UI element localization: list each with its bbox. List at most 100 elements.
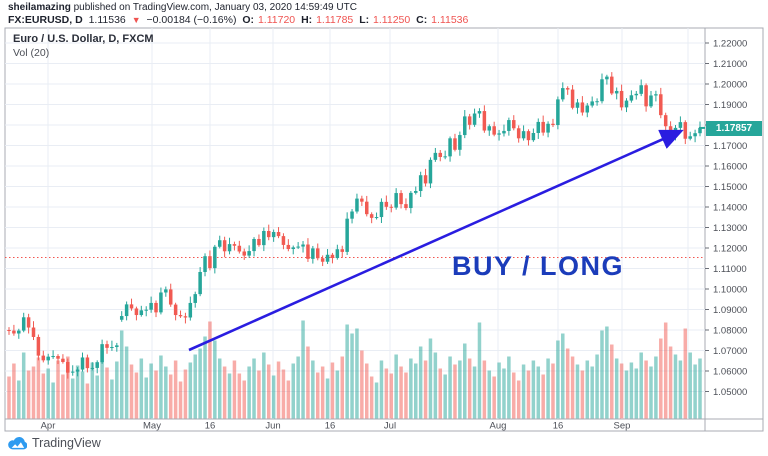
volume-bar	[164, 366, 168, 419]
volume-bar	[556, 340, 560, 419]
volume-bar	[595, 354, 599, 419]
volume-bar	[213, 340, 217, 419]
price-tick-label: 1.14000	[713, 203, 747, 214]
candle-body	[384, 201, 389, 207]
volume-bar	[262, 352, 266, 419]
volume-bar	[565, 348, 570, 419]
candle-body	[521, 131, 526, 139]
volume-bar	[600, 330, 604, 419]
candle-body	[203, 256, 207, 272]
candle-body	[286, 244, 291, 250]
close-label: C:	[416, 14, 428, 26]
volume-bar	[561, 333, 565, 419]
candle-body	[252, 238, 256, 252]
volume-bar	[193, 354, 197, 419]
tradingview-logo-link[interactable]: TradingView	[8, 436, 101, 450]
candle-body	[66, 361, 70, 373]
plot-area[interactable]	[4, 27, 706, 420]
volume-bar	[619, 363, 624, 419]
volume-bar	[66, 356, 70, 419]
volume-bar	[409, 358, 413, 419]
volume-bar	[168, 374, 173, 419]
candle-body	[644, 85, 648, 107]
volume-bar	[551, 363, 555, 419]
candle-body	[585, 105, 590, 113]
candle-body	[56, 356, 60, 359]
volume-bar	[242, 380, 246, 419]
candle-body	[217, 240, 222, 247]
volume-bar	[629, 362, 634, 419]
volume-bar	[56, 360, 60, 419]
open-value: 1.11720	[257, 14, 296, 26]
volume-bar	[443, 374, 447, 419]
candle-body	[404, 204, 408, 209]
volume-bar	[683, 328, 688, 419]
volume-bar	[159, 355, 163, 419]
low-label: L:	[359, 14, 370, 26]
price-tick-label: 1.13000	[713, 223, 747, 234]
high-label: H:	[301, 14, 313, 26]
price-axis[interactable]	[704, 27, 764, 420]
publish-info: sheilamazing published on TradingView.co…	[8, 2, 748, 14]
candle-body	[257, 238, 261, 246]
candle-body	[355, 198, 359, 212]
volume-bar	[448, 356, 452, 419]
price-tick-label: 1.16000	[713, 162, 747, 173]
candle-body	[423, 175, 428, 184]
price-tick-label: 1.21000	[713, 59, 747, 70]
candle-body	[208, 256, 212, 269]
volume-bar	[374, 382, 379, 419]
candle-body	[311, 248, 315, 259]
volume-bar	[335, 370, 340, 419]
volume-bar	[614, 358, 619, 419]
volume-bar	[418, 346, 423, 419]
volume-bar	[70, 378, 75, 419]
volume-bar	[12, 363, 16, 419]
volume-bar	[257, 370, 261, 419]
volume-bar	[46, 368, 50, 419]
candle-body	[232, 244, 237, 246]
volume-bar	[21, 352, 26, 419]
volume-bar	[399, 366, 403, 419]
volume-bar	[649, 366, 653, 419]
volume-bar	[423, 360, 428, 419]
candle-body	[418, 175, 423, 192]
price-tick-label: 1.17000	[713, 141, 747, 152]
buy-long-annotation[interactable]: BUY / LONG	[452, 251, 625, 281]
candle-body	[605, 76, 609, 80]
candle-body	[7, 330, 11, 331]
volume-bar	[325, 378, 330, 419]
price-tick-label: 1.10000	[713, 285, 747, 296]
volume-bar	[75, 365, 80, 419]
candle-body	[306, 244, 310, 259]
candle-body	[565, 88, 570, 90]
time-axis[interactable]	[4, 418, 706, 432]
trend-arrow[interactable]	[188, 129, 684, 352]
volume-bar	[208, 321, 212, 419]
candle-body	[409, 192, 413, 209]
volume-bar	[227, 373, 232, 419]
candle-body	[502, 130, 506, 134]
volume-bar	[252, 358, 256, 419]
volume-bar	[693, 364, 697, 419]
volume-bar	[110, 379, 114, 419]
candle-body	[463, 116, 467, 136]
price-tick-label: 1.11000	[713, 264, 747, 275]
candle-body	[139, 310, 144, 316]
volume-bar	[536, 366, 541, 419]
candle-body	[507, 120, 511, 131]
volume-bar	[673, 354, 678, 419]
candle-body	[526, 131, 531, 141]
volume-bar	[624, 370, 629, 419]
volume-bar	[659, 338, 663, 419]
volume-bar	[453, 364, 457, 419]
volume-bar	[467, 358, 472, 419]
candle-body	[173, 304, 178, 316]
candle-body	[610, 76, 614, 94]
volume-bar	[188, 362, 193, 419]
volume-bar	[644, 360, 648, 419]
high-value: 1.11785	[316, 14, 354, 26]
volume-bar	[315, 372, 320, 419]
volume-bar	[237, 373, 242, 419]
